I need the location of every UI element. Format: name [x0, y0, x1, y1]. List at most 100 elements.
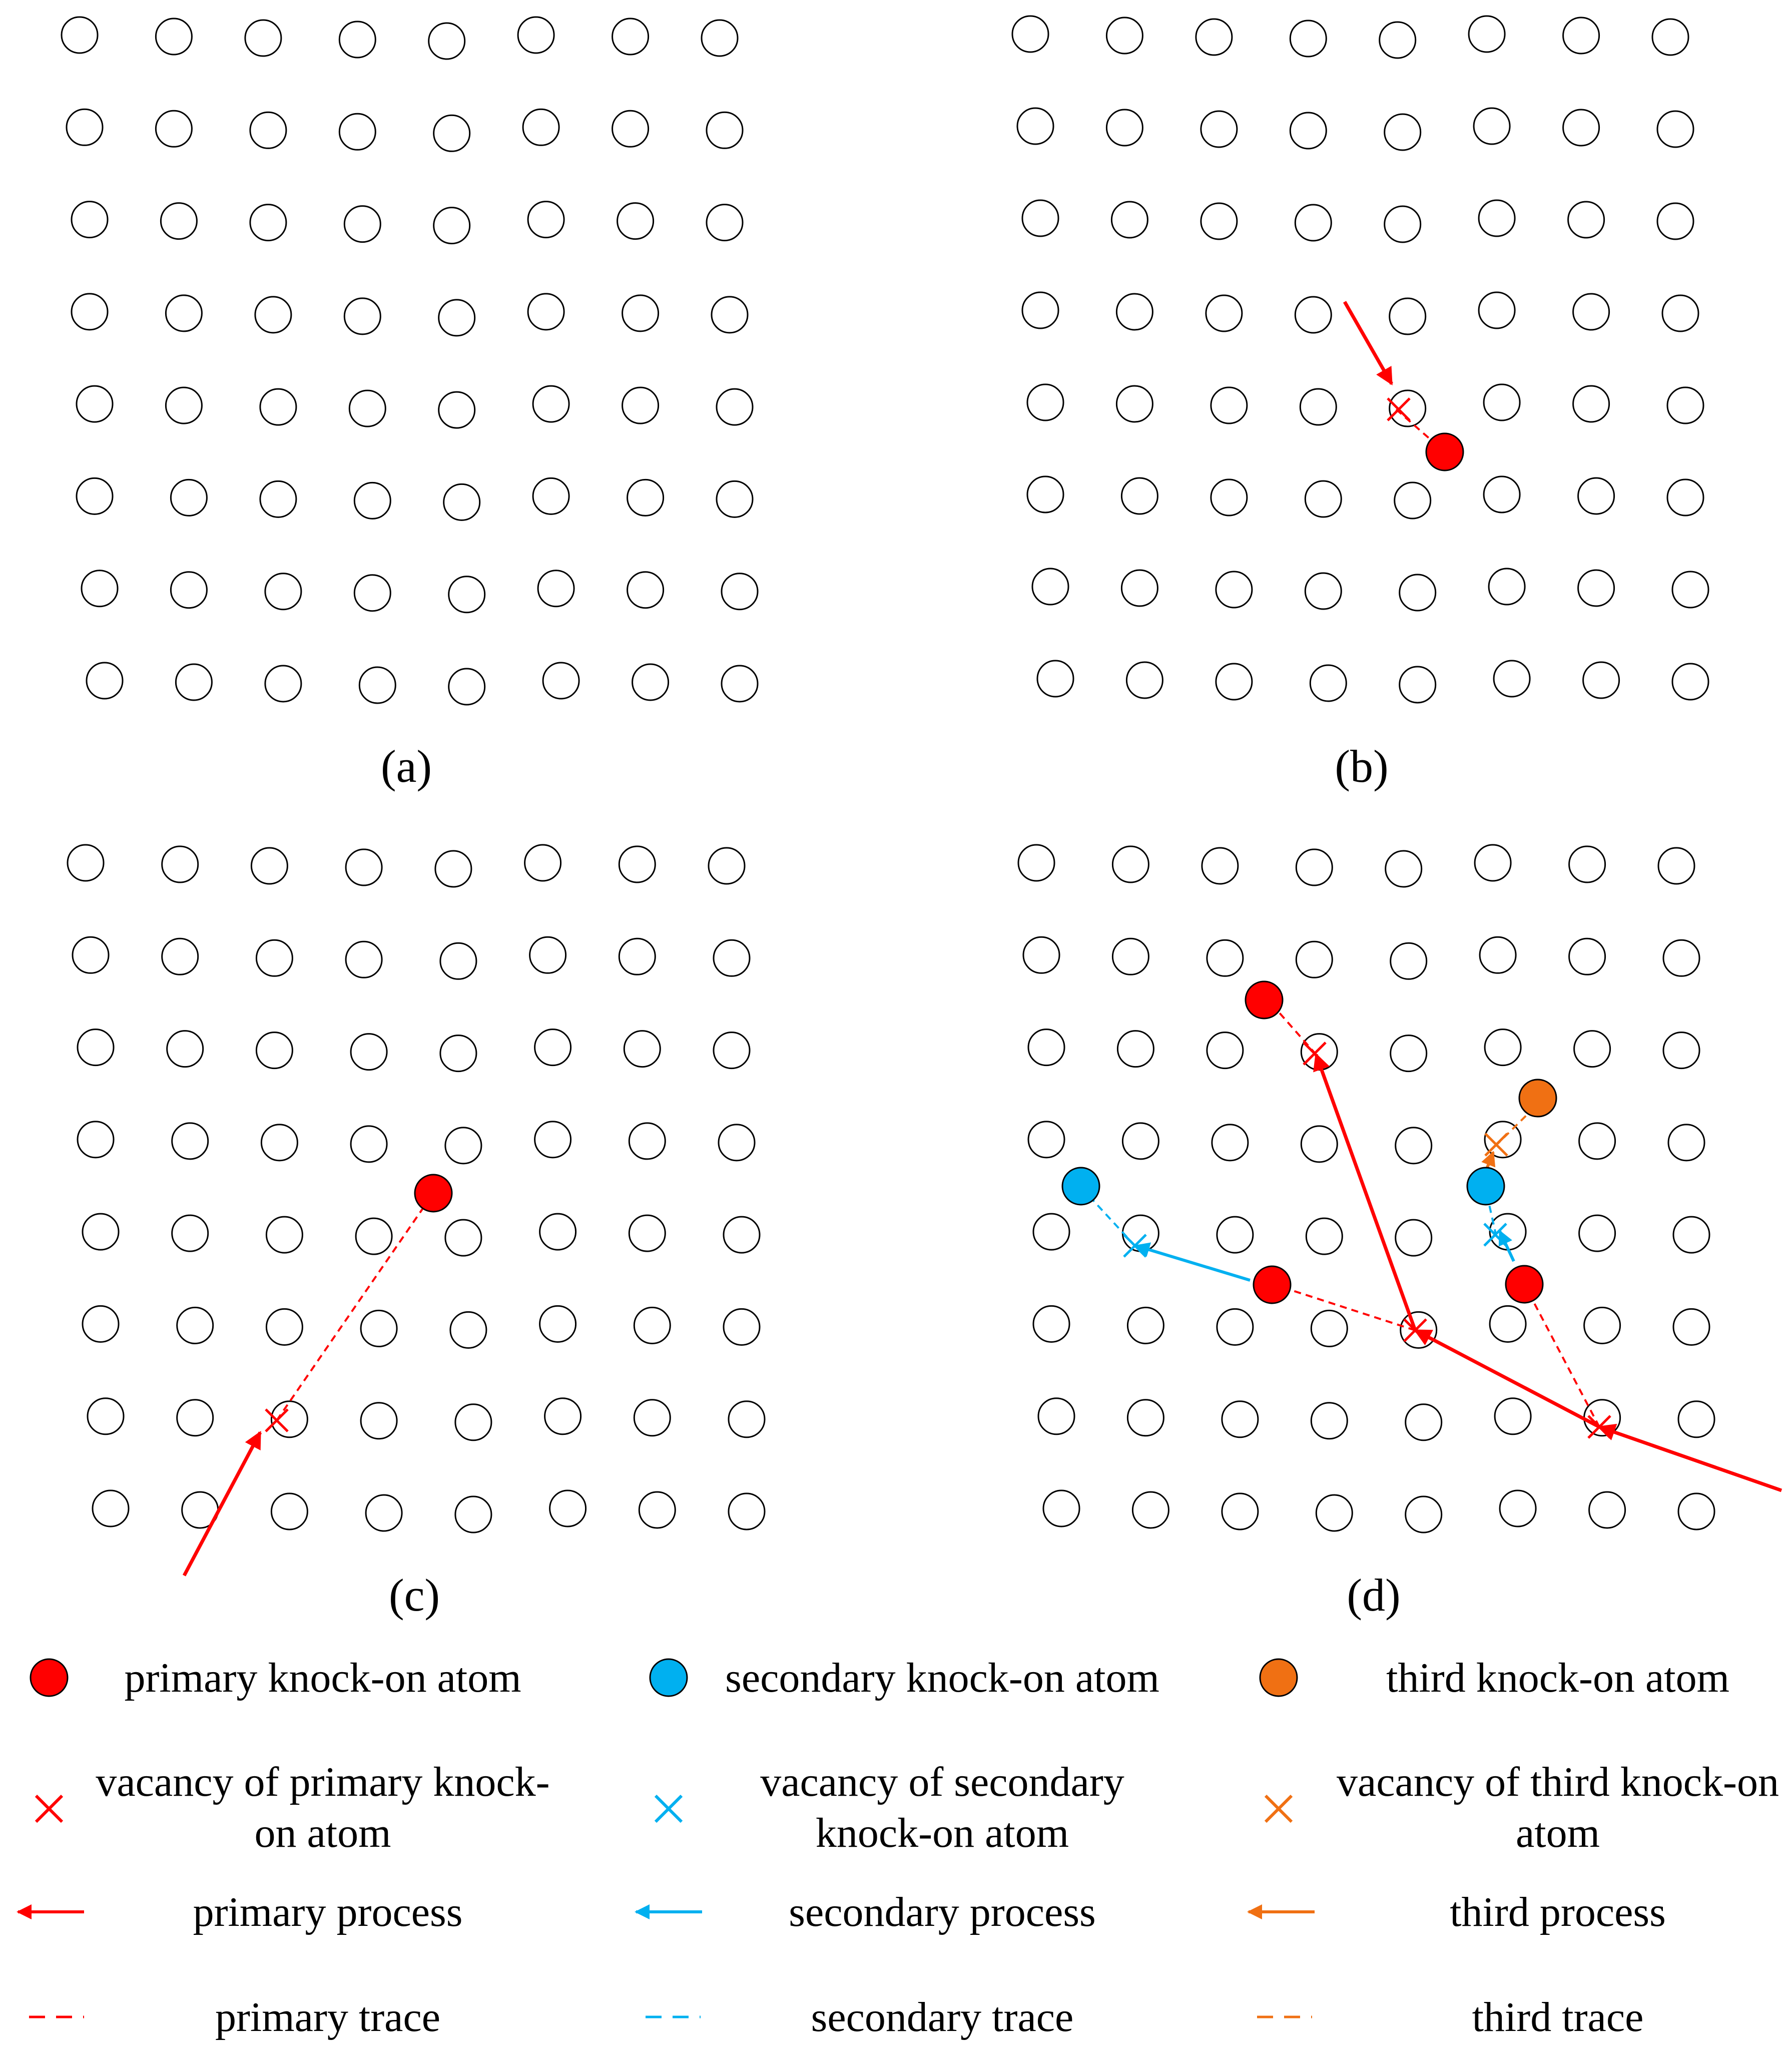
lattice-atom-circle-outline-icon — [1111, 845, 1149, 883]
lattice-atom-circle-outline-icon — [1671, 663, 1709, 701]
lattice-atom-circle-outline-icon — [612, 110, 650, 148]
lattice-atom-circle-outline-icon — [255, 1032, 293, 1070]
lattice-atom-circle-outline-icon — [448, 576, 486, 614]
lattice-atom-circle-outline-icon — [706, 111, 744, 149]
lattice-atom-circle-outline-icon — [1026, 383, 1064, 421]
lattice-atom-circle-outline-icon — [67, 844, 105, 882]
primary-knock-on-atom — [414, 1174, 453, 1213]
lattice-atom-circle-outline-icon — [244, 19, 282, 57]
legend-secondary-vacancy: vacancy of secondary knock-on atom — [654, 1759, 1124, 1856]
lattice-atom-circle-outline-icon — [1667, 1124, 1705, 1162]
lattice-atom-circle-outline-icon — [723, 1308, 761, 1346]
lattice-atom-circle-outline-icon — [161, 845, 199, 883]
lattice-atom-circle-outline-icon — [259, 480, 297, 518]
lattice-atom-circle-outline-icon — [1021, 291, 1059, 329]
panel-c: (c) — [67, 844, 766, 1621]
legend-secondary-vacancy-label-line2: knock-on atom — [816, 1810, 1069, 1856]
legend-secondary-process-label: secondary process — [789, 1889, 1095, 1935]
lattice-atom-circle-outline-icon — [1309, 664, 1347, 702]
legend-third-process-label: third process — [1450, 1889, 1666, 1935]
lattice-atom-circle-outline-icon — [627, 478, 665, 517]
lattice-atom-circle-outline-icon — [444, 1127, 482, 1165]
lattice-atom-circle-outline-icon — [1578, 1214, 1616, 1252]
lattice-atom-circle-outline-icon — [175, 663, 213, 701]
primary-process-arrow — [1413, 1328, 1600, 1429]
lattice-atom-circle-outline-icon — [165, 294, 203, 332]
legend-primary-vacancy-label-line2: on atom — [255, 1810, 391, 1856]
lattice-b — [1011, 15, 1709, 704]
primary-knock-on-atom — [1245, 980, 1284, 1019]
lattice-atom-circle-outline-icon — [1672, 1308, 1710, 1346]
lattice-atom-circle-outline-icon — [81, 570, 119, 608]
lattice-atom-circle-outline-icon — [618, 937, 656, 975]
legend-third-vacancy: vacancy of third knock-on atom — [1264, 1759, 1779, 1856]
lattice-atom-circle-outline-icon — [1656, 110, 1694, 148]
cascade-c — [182, 1174, 453, 1577]
legend-secondary-trace: secondary trace — [646, 1994, 1073, 2040]
panel-label-b: (b) — [1335, 741, 1388, 792]
lattice-atom-circle-outline-icon — [1390, 1035, 1428, 1073]
lattice-atom-circle-outline-icon — [1011, 15, 1049, 53]
lattice-a — [61, 16, 759, 706]
lattice-atom-circle-outline-icon — [627, 571, 665, 609]
legend-primary-trace: primary trace — [29, 1994, 440, 2040]
lattice-atom-circle-outline-icon — [76, 477, 114, 515]
lattice-atom-circle-outline-icon — [1483, 383, 1521, 421]
lattice-atom-circle-outline-icon — [1666, 386, 1704, 424]
lattice-atom-circle-outline-icon — [350, 1125, 388, 1163]
lattice-atom-circle-outline-icon — [1400, 1311, 1438, 1349]
lattice-atom-circle-outline-icon — [1478, 291, 1516, 329]
lattice-atom-circle-outline-icon — [1672, 1216, 1710, 1254]
lattice-atom-circle-outline-icon — [348, 389, 386, 427]
primary-process-arrow — [182, 1430, 262, 1577]
lattice-atom-circle-outline-icon — [1568, 845, 1606, 883]
lattice-atom-circle-outline-icon — [1022, 936, 1060, 974]
lattice-atom-circle-outline-icon — [170, 571, 208, 609]
lattice-atom-circle-outline-icon — [1651, 18, 1689, 56]
lattice-atom-circle-outline-icon — [622, 386, 660, 424]
lattice-atom-circle-outline-icon — [1031, 568, 1069, 606]
lattice-atom-circle-outline-icon — [1671, 571, 1709, 609]
lattice-atom-circle-outline-icon — [1125, 661, 1163, 699]
lattice-atom-circle-outline-icon — [1562, 109, 1600, 147]
lattice-atom-circle-outline-icon — [428, 22, 466, 60]
lattice-atom-circle-outline-icon — [1131, 1491, 1169, 1529]
lattice-atom-circle-outline-icon — [1032, 1305, 1070, 1343]
lattice-atom-circle-outline-icon — [439, 942, 477, 980]
lattice-atom-circle-outline-icon — [443, 483, 481, 521]
lattice-atom-circle-outline-icon — [1405, 1495, 1443, 1533]
legend-primary-vacancy-label-line1: vacancy of primary knock- — [96, 1759, 549, 1805]
primary-vacancy-icon — [1403, 1318, 1427, 1342]
lattice-atom-circle-outline-icon — [270, 1492, 308, 1530]
primary-vacancy-icon — [265, 1408, 289, 1432]
lattice-atom-circle-outline-icon — [633, 1399, 671, 1437]
lattice-atom-circle-outline-icon — [728, 1400, 766, 1438]
lattice-atom-circle-outline-icon — [77, 1121, 115, 1159]
panel-label-d: (d) — [1347, 1570, 1400, 1621]
lattice-atom-circle-outline-icon — [706, 204, 744, 242]
lattice-atom-circle-outline-icon — [1389, 389, 1427, 427]
legend-secondary-vacancy-label-line1: vacancy of secondary — [760, 1759, 1124, 1805]
lattice-atom-circle-outline-icon — [1573, 1030, 1611, 1068]
lattice-atom-circle-outline-icon — [1474, 844, 1512, 882]
panel-label-a: (a) — [381, 741, 432, 792]
lattice-atom-circle-outline-icon — [87, 1397, 125, 1435]
lattice-atom-circle-outline-icon — [517, 16, 555, 54]
lattice-atom-circle-outline-icon — [1489, 1305, 1527, 1343]
lattice-atom-circle-outline-icon — [1201, 847, 1239, 885]
lattice-atom-circle-outline-icon — [527, 201, 565, 239]
secondary-atom-swatch-icon — [649, 1658, 688, 1697]
lattice-atom-circle-outline-icon — [448, 668, 486, 706]
lattice-atom-circle-outline-icon — [713, 1032, 751, 1070]
cascade-d — [1061, 980, 1782, 1492]
primary-vacancy-icon — [1587, 1415, 1611, 1439]
lattice-atom-circle-outline-icon — [721, 665, 759, 703]
lattice-atom-circle-outline-icon — [1390, 942, 1428, 980]
lattice-atom-circle-outline-icon — [166, 1030, 204, 1068]
lattice-atom-circle-outline-icon — [1126, 1306, 1164, 1344]
lattice-atom-circle-outline-icon — [1195, 18, 1233, 56]
primary-vacancy-icon — [1303, 1042, 1327, 1066]
lattice-atom-circle-outline-icon — [345, 848, 383, 886]
lattice-atom-circle-outline-icon — [708, 847, 746, 885]
lattice-atom-circle-outline-icon — [532, 385, 570, 423]
